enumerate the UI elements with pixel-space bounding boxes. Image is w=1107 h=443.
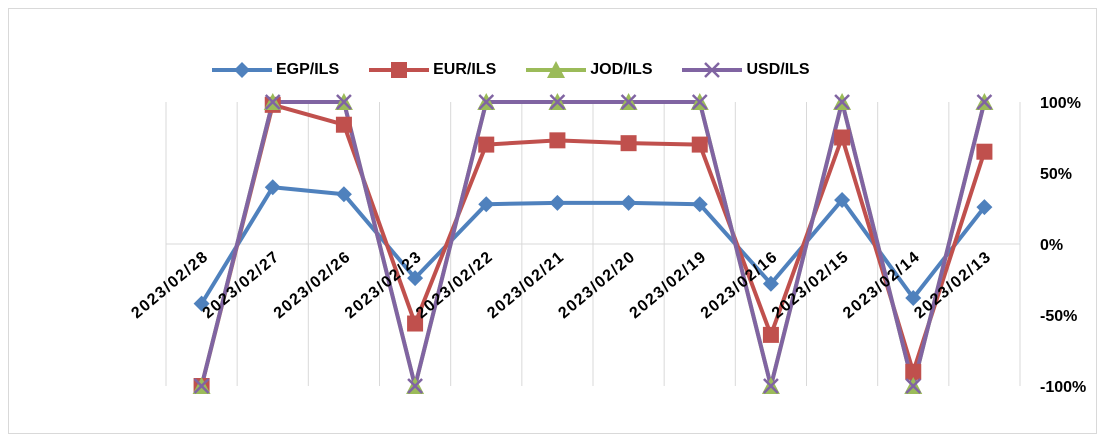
y-tick-label: -100% (1040, 379, 1086, 396)
usd-ils-point (691, 94, 708, 110)
y-tick-label: 0% (1040, 237, 1063, 254)
y-tick-label: 50% (1040, 166, 1072, 183)
usd-ils-point (264, 94, 281, 110)
legend-label-usd: USD/ILS (746, 61, 810, 78)
egp-ils-point (193, 295, 210, 312)
usd-ils-point-stroke (620, 94, 637, 110)
usd-ils-point (976, 94, 993, 110)
usd-ils-point-stroke (478, 94, 495, 110)
usd-ils-point (620, 94, 637, 110)
x-tick-label: 2023/02/28 (128, 248, 212, 322)
legend-label-egp: EGP/ILS (276, 61, 340, 78)
usd-ils-point (407, 378, 423, 394)
x-tick-label: 2023/02/21 (484, 248, 568, 322)
egp-ils-point (407, 270, 424, 287)
egp-ils-point (478, 196, 495, 213)
chart-legend: EGP/ILS EUR/ILS JOD/ILS USD/ILS (210, 56, 810, 84)
egp-ils-point (834, 191, 851, 208)
series-line-egp-ils (199, 185, 986, 305)
usd-ils-point-stroke (549, 94, 566, 110)
legend-label-eur: EUR/ILS (433, 61, 497, 78)
egp-ils-point (620, 194, 637, 211)
egp-ils-point (905, 289, 922, 306)
usd-ils-point-stroke (691, 94, 708, 110)
eur-ils-point (549, 132, 566, 149)
egp-ils-point (976, 199, 993, 216)
usd-ils-point-stroke (976, 94, 993, 110)
usd-ils-point (834, 94, 850, 110)
usd-ils-point (549, 94, 566, 110)
x-tick-label: 2023/02/26 (271, 248, 355, 322)
egp-ils-point (762, 275, 779, 292)
usd-ils-point (905, 378, 922, 394)
legend-item-jod: JOD/ILS (524, 60, 652, 80)
y-axis-tick-labels: 100% 50% 0% -50% -100% (1040, 95, 1086, 396)
chart-markers (192, 93, 994, 394)
egp-ils-point (691, 196, 708, 213)
usd-ils-point (336, 94, 352, 110)
legend-item-egp: EGP/ILS (210, 60, 339, 80)
eur-ils-point (407, 315, 424, 332)
chart-series-lines (199, 100, 987, 388)
eur-ils-point (905, 363, 922, 380)
chart-gridlines (165, 102, 1021, 386)
egp-ils-point (549, 194, 566, 211)
eur-ils-point (478, 136, 495, 153)
legend-square-marker-icon (369, 62, 430, 78)
usd-ils-point-stroke (336, 94, 352, 110)
usd-ils-point-stroke (763, 378, 779, 394)
x-axis-tick-labels: 2023/02/282023/02/272023/02/262023/02/23… (128, 248, 995, 322)
usd-ils-point-stroke (905, 378, 922, 394)
legend-label-jod: JOD/ILS (590, 61, 653, 78)
x-tick-label: 2023/02/19 (627, 248, 711, 322)
legend-item-usd: USD/ILS (680, 60, 810, 80)
x-tick-label: 2023/02/22 (413, 248, 497, 322)
usd-ils-point (478, 94, 495, 110)
eur-ils-point (691, 136, 708, 153)
eur-ils-point (335, 116, 352, 133)
eur-ils-point (976, 143, 993, 160)
egp-ils-point (264, 179, 281, 196)
eur-ils-point (834, 129, 851, 146)
y-tick-label: -50% (1040, 308, 1077, 325)
eur-ils-point (762, 326, 779, 343)
y-tick-label: 100% (1040, 95, 1081, 112)
usd-ils-point (193, 378, 210, 394)
usd-ils-point-stroke (264, 94, 281, 110)
usd-ils-point-stroke (407, 378, 423, 394)
legend-item-eur: EUR/ILS (367, 60, 496, 80)
usd-ils-point (763, 378, 779, 394)
legend-x-marker-icon (682, 62, 743, 78)
series-line-usd-ils (199, 100, 987, 388)
x-tick-label: 2023/02/15 (769, 248, 853, 322)
egp-ils-point (335, 186, 352, 203)
legend-diamond-marker-icon (212, 62, 272, 78)
series-line-eur-ils (199, 102, 987, 387)
legend-triangle-marker-icon (526, 61, 587, 78)
x-tick-label: 2023/02/20 (555, 248, 639, 322)
eur-ils-point (620, 135, 637, 152)
usd-ils-point-stroke (834, 94, 850, 110)
usd-ils-point-stroke (193, 378, 210, 394)
